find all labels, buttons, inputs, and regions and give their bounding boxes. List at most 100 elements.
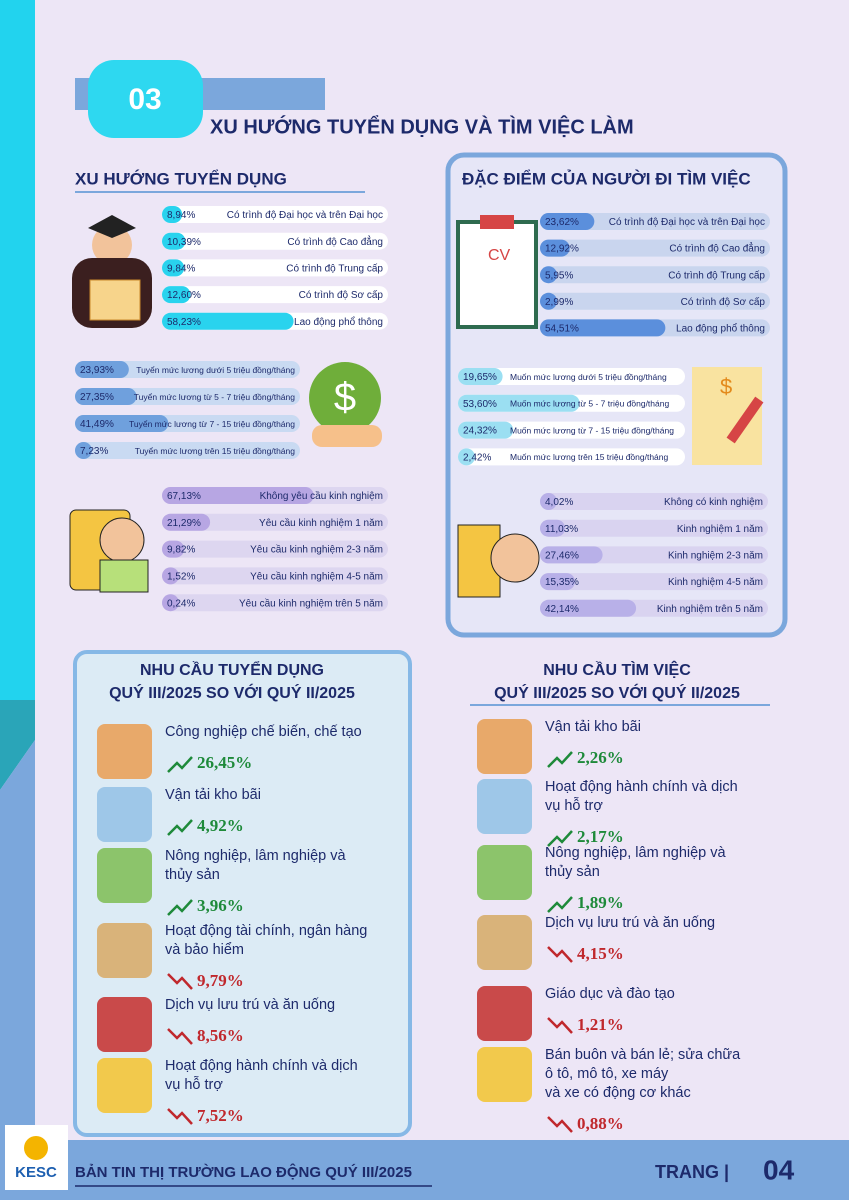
bar-value: 5,95% (545, 270, 573, 281)
bar-track (540, 239, 770, 257)
bar-track (162, 232, 388, 250)
change-value: 1,89% (577, 893, 624, 912)
bar-label: Có trình độ Sơ cấp (299, 289, 384, 301)
bar (458, 448, 475, 466)
bar-label: Tuyển mức lương từ 7 - 15 triệu đồng/thá… (129, 419, 295, 429)
sector-label: Công nghiệp chế biến, chế tạo (165, 724, 362, 740)
bar-value: 4,02% (545, 497, 573, 508)
arrow-up (167, 756, 193, 773)
bar (540, 599, 637, 617)
bar-label: Tuyển mức lương từ 5 - 7 triệu đồng/thán… (134, 392, 296, 402)
bar-track (162, 567, 388, 585)
bar (162, 259, 185, 277)
change-value: 2,17% (577, 827, 624, 846)
bar (458, 368, 503, 385)
bar-value: 27,46% (545, 551, 579, 562)
sector-label: Nông nghiệp, lâm nghiệp và (545, 845, 727, 861)
arrow-down (547, 946, 573, 963)
page-number: 04 (763, 1154, 795, 1185)
bar (540, 266, 557, 284)
bar-label: Muốn mức lương dưới 5 triệu đồng/tháng (510, 372, 667, 382)
bar (75, 415, 169, 432)
demand-title: QUÝ III/2025 SO VỚI QUÝ II/2025 (109, 683, 355, 702)
bar-value: 12,92% (545, 244, 579, 255)
bar (540, 292, 557, 310)
bar-track (162, 286, 388, 304)
bar-value: 42,14% (545, 604, 579, 615)
arrow-up (547, 751, 573, 768)
bar-value: 9,84% (167, 264, 195, 275)
section-title: XU HƯỚNG TUYỂN DỤNG VÀ TÌM VIỆC LÀM (210, 114, 634, 138)
sector-icon (97, 997, 152, 1052)
change-value: 1,21% (577, 1015, 624, 1034)
change-value: 9,79% (197, 971, 244, 990)
bar-label: Muốn mức lương từ 5 - 7 triệu đồng/tháng (510, 399, 669, 409)
sector-label: Giáo dục và đào tạo (545, 986, 675, 1002)
change-value: 26,45% (197, 753, 252, 772)
side-strip (0, 0, 35, 700)
demand-title: QUÝ III/2025 SO VỚI QUÝ II/2025 (494, 683, 740, 702)
icon-money: $ (309, 362, 382, 447)
bar-track (162, 594, 388, 612)
bar (540, 573, 575, 591)
bar-label: Có trình độ Trung cấp (286, 263, 383, 275)
bar-track (458, 448, 685, 466)
section-pill (88, 60, 203, 138)
sector-icon (97, 1058, 152, 1113)
sector-icon (477, 986, 532, 1041)
demand-title: NHU CẦU TUYỂN DỤNG (140, 660, 324, 679)
bar-value: 9,82% (167, 545, 195, 556)
bar-value: 54,51% (545, 324, 579, 335)
bar (540, 239, 570, 257)
side-stripe (0, 700, 35, 790)
bar-value: 58,23% (167, 317, 201, 328)
change-value: 4,92% (197, 816, 244, 835)
bar-track (540, 519, 768, 537)
sector-label: Hoạt động hành chính và dịch (545, 779, 738, 795)
arrow-up (167, 819, 193, 836)
logo-text: KESC (15, 1164, 57, 1181)
seekers-title: ĐẶC ĐIỂM CỦA NGƯỜI ĐI TÌM VIỆC (462, 169, 751, 188)
icon-worker (69, 509, 149, 593)
footer (0, 1125, 849, 1200)
sector-icon (477, 779, 532, 834)
bar-track (75, 442, 300, 459)
sector-label: vụ hỗ trợ (545, 797, 603, 814)
bar-label: Kinh nghiệm 4-5 năm (668, 577, 763, 588)
bar-value: 8,94% (167, 210, 195, 221)
bar (75, 442, 92, 459)
change-value: 7,52% (197, 1106, 244, 1125)
bar-label: Yêu cầu kinh nghiệm 4-5 năm (250, 571, 383, 583)
sector-label: và bảo hiểm (165, 942, 244, 958)
arrow-up (547, 896, 573, 913)
bar-value: 19,65% (463, 372, 497, 383)
bar-value: 53,60% (463, 399, 497, 410)
demand-title: NHU CẦU TÌM VIỆC (543, 660, 691, 679)
sector-label: Bán buôn và bán lẻ; sửa chữa (545, 1047, 741, 1063)
bar-track (540, 213, 770, 230)
recruit-title: XU HƯỚNG TUYỂN DỤNG (75, 169, 287, 188)
sector-label: Hoạt động hành chính và dịch (165, 1058, 358, 1074)
sector-icon (477, 1047, 532, 1102)
bar (162, 286, 191, 304)
sector-icon (97, 787, 152, 842)
sector-label: thủy sản (165, 867, 220, 883)
bar-label: Yêu cầu kinh nghiệm 2-3 năm (250, 544, 383, 556)
bar-label: Có trình độ Sơ cấp (681, 296, 766, 308)
bar-label: Có trình độ Cao đẳng (669, 242, 765, 255)
svg-text:CV: CV (488, 247, 511, 264)
arrow-down (547, 1116, 573, 1133)
bar-track (540, 573, 768, 591)
side-stripe (0, 740, 35, 1200)
sector-label: Dịch vụ lưu trú và ăn uống (165, 997, 335, 1013)
bar (540, 546, 603, 564)
bar-label: Tuyển mức lương trên 15 triệu đồng/tháng (135, 446, 296, 456)
change-value: 8,56% (197, 1026, 244, 1045)
change-value: 4,15% (577, 944, 624, 963)
bar-track (458, 421, 685, 439)
bar-label: Yêu cầu kinh nghiệm trên 5 năm (239, 597, 383, 609)
bar-value: 67,13% (167, 491, 201, 502)
bar-label: Kinh nghiệm 2-3 năm (668, 551, 763, 562)
sector-label: ô tô, mô tô, xe máy (545, 1066, 669, 1082)
